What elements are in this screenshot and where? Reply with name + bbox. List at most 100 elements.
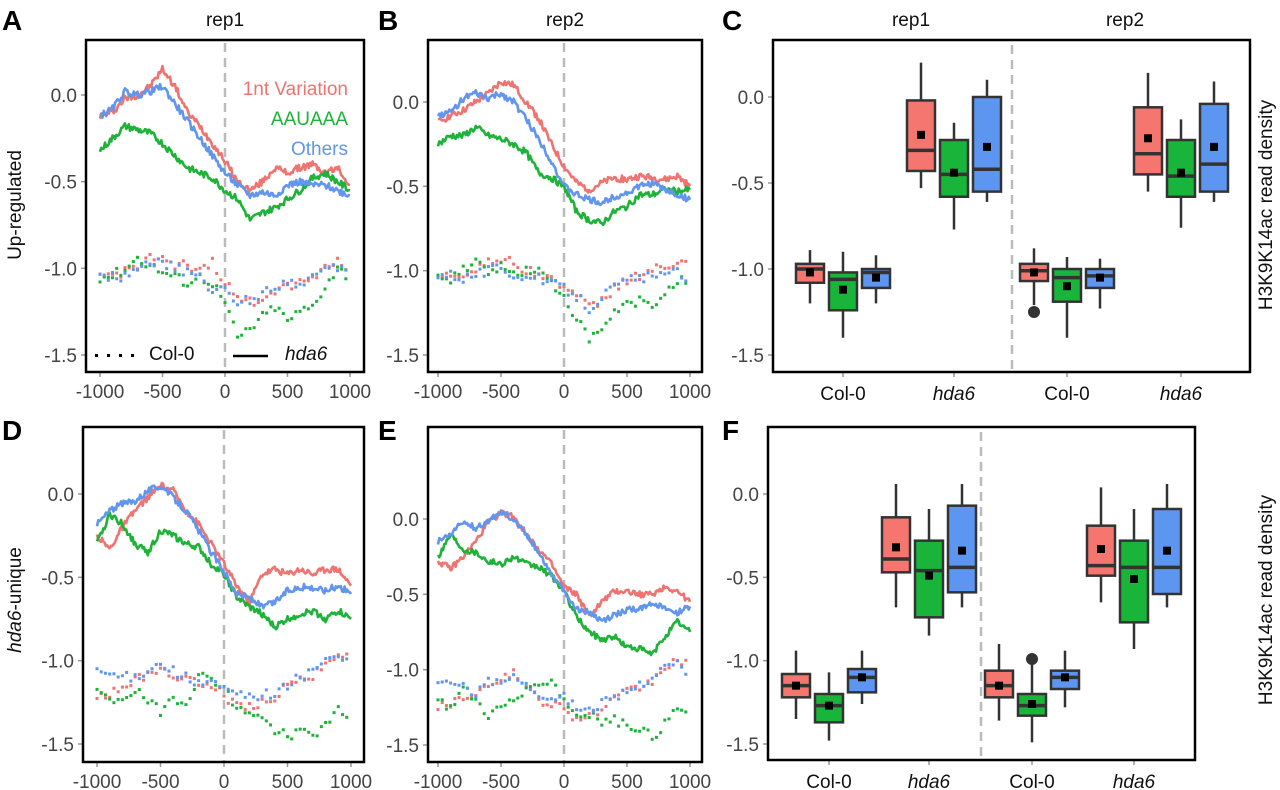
col0-point bbox=[290, 737, 294, 741]
col0-point bbox=[205, 674, 209, 678]
y-tick-label: -1.0 bbox=[726, 652, 759, 673]
col0-point bbox=[112, 672, 116, 676]
col0-point bbox=[197, 683, 201, 687]
col0-point bbox=[214, 683, 218, 687]
col0-point bbox=[327, 266, 331, 270]
col0-point bbox=[587, 311, 591, 315]
col0-point bbox=[461, 275, 465, 279]
col0-point bbox=[675, 261, 679, 265]
col0-point bbox=[264, 700, 268, 704]
col0-point bbox=[575, 318, 579, 322]
col0-point bbox=[684, 710, 688, 714]
col0-point bbox=[273, 732, 277, 736]
y-tick-label: 0.0 bbox=[738, 88, 764, 109]
col0-point bbox=[440, 273, 444, 277]
col0-point bbox=[277, 731, 281, 735]
series-aauaaa-col-0 bbox=[436, 257, 688, 344]
col0-point bbox=[148, 252, 152, 256]
col0-point bbox=[186, 267, 189, 271]
col0-point bbox=[507, 676, 511, 680]
col0-point bbox=[345, 715, 349, 719]
boxplot-others bbox=[946, 484, 978, 608]
col0-point bbox=[520, 278, 524, 282]
col0-point bbox=[675, 282, 679, 286]
series-others-hda6 bbox=[95, 484, 353, 610]
col0-point bbox=[290, 278, 294, 282]
col0-point bbox=[642, 280, 646, 284]
boxplot-others bbox=[971, 79, 1003, 202]
col0-point bbox=[131, 260, 135, 264]
col0-point bbox=[667, 663, 671, 667]
col0-point bbox=[331, 276, 335, 280]
col0-point bbox=[680, 663, 684, 667]
col0-point bbox=[600, 298, 604, 302]
col0-point bbox=[650, 737, 654, 741]
col0-point bbox=[294, 673, 298, 677]
panel-label-b: B bbox=[378, 5, 398, 36]
col0-point bbox=[512, 699, 516, 703]
panel-label-e: E bbox=[378, 415, 397, 446]
col0-point bbox=[163, 705, 167, 709]
col0-point bbox=[286, 318, 289, 322]
col0-point bbox=[95, 687, 99, 691]
col0-point bbox=[184, 703, 188, 707]
col0-point bbox=[444, 707, 448, 711]
col0-point bbox=[223, 286, 227, 290]
x-tick-label: 0 bbox=[219, 772, 230, 790]
boxplot-aauaaa bbox=[1165, 119, 1197, 228]
col0-point bbox=[457, 683, 461, 687]
col0-point bbox=[461, 280, 465, 284]
col0-point bbox=[495, 681, 499, 685]
col0-point bbox=[638, 295, 642, 299]
col0-point bbox=[503, 258, 507, 262]
col0-point bbox=[197, 673, 201, 677]
row-label-up-regulated: Up-regulated bbox=[5, 150, 26, 260]
col0-point bbox=[583, 713, 587, 717]
col0-point bbox=[142, 696, 146, 700]
col0-point bbox=[324, 661, 328, 665]
col0-point bbox=[177, 273, 181, 277]
col0-point bbox=[671, 265, 675, 269]
col0-point bbox=[541, 696, 545, 700]
col0-point bbox=[646, 679, 650, 683]
col0-point bbox=[663, 293, 667, 297]
col0-point bbox=[236, 303, 239, 307]
col0-point bbox=[659, 666, 663, 670]
col0-point bbox=[239, 702, 243, 706]
col0-point bbox=[566, 702, 570, 706]
col0-point bbox=[516, 275, 520, 279]
col0-point bbox=[306, 279, 310, 283]
col0-point bbox=[520, 270, 524, 274]
col0-point bbox=[638, 274, 642, 278]
panel-f: 0.0 -0.5 -1.0 -1.5 Col-0 hda6 Col-0 hda6 bbox=[726, 425, 1197, 790]
col0-point bbox=[294, 728, 298, 732]
col0-point bbox=[533, 270, 537, 274]
col0-point bbox=[181, 259, 185, 263]
boxplot-others bbox=[1198, 81, 1230, 202]
col0-point bbox=[131, 264, 135, 268]
boxplot-aauaaa bbox=[938, 122, 970, 230]
col0-point bbox=[549, 705, 553, 709]
col0-point bbox=[99, 691, 103, 695]
col0-point bbox=[558, 282, 562, 286]
col0-point bbox=[108, 697, 112, 701]
col0-point bbox=[319, 269, 323, 273]
col0-point bbox=[323, 263, 327, 267]
boxplot-1nt-variation bbox=[905, 62, 937, 189]
col0-point bbox=[562, 697, 566, 701]
col0-point bbox=[646, 269, 650, 273]
col0-point bbox=[533, 276, 537, 280]
col0-point bbox=[159, 713, 162, 717]
col0-point bbox=[524, 686, 528, 690]
col0-point bbox=[264, 719, 268, 723]
col0-point bbox=[608, 317, 612, 321]
col0-point bbox=[131, 268, 135, 272]
col0-point bbox=[684, 259, 688, 263]
mean-marker bbox=[806, 268, 814, 277]
col0-point bbox=[470, 263, 474, 267]
col0-point bbox=[315, 665, 319, 669]
col0-point bbox=[638, 680, 642, 684]
col0-point bbox=[281, 728, 285, 732]
col0-point bbox=[680, 259, 684, 263]
col0-point bbox=[340, 267, 344, 271]
